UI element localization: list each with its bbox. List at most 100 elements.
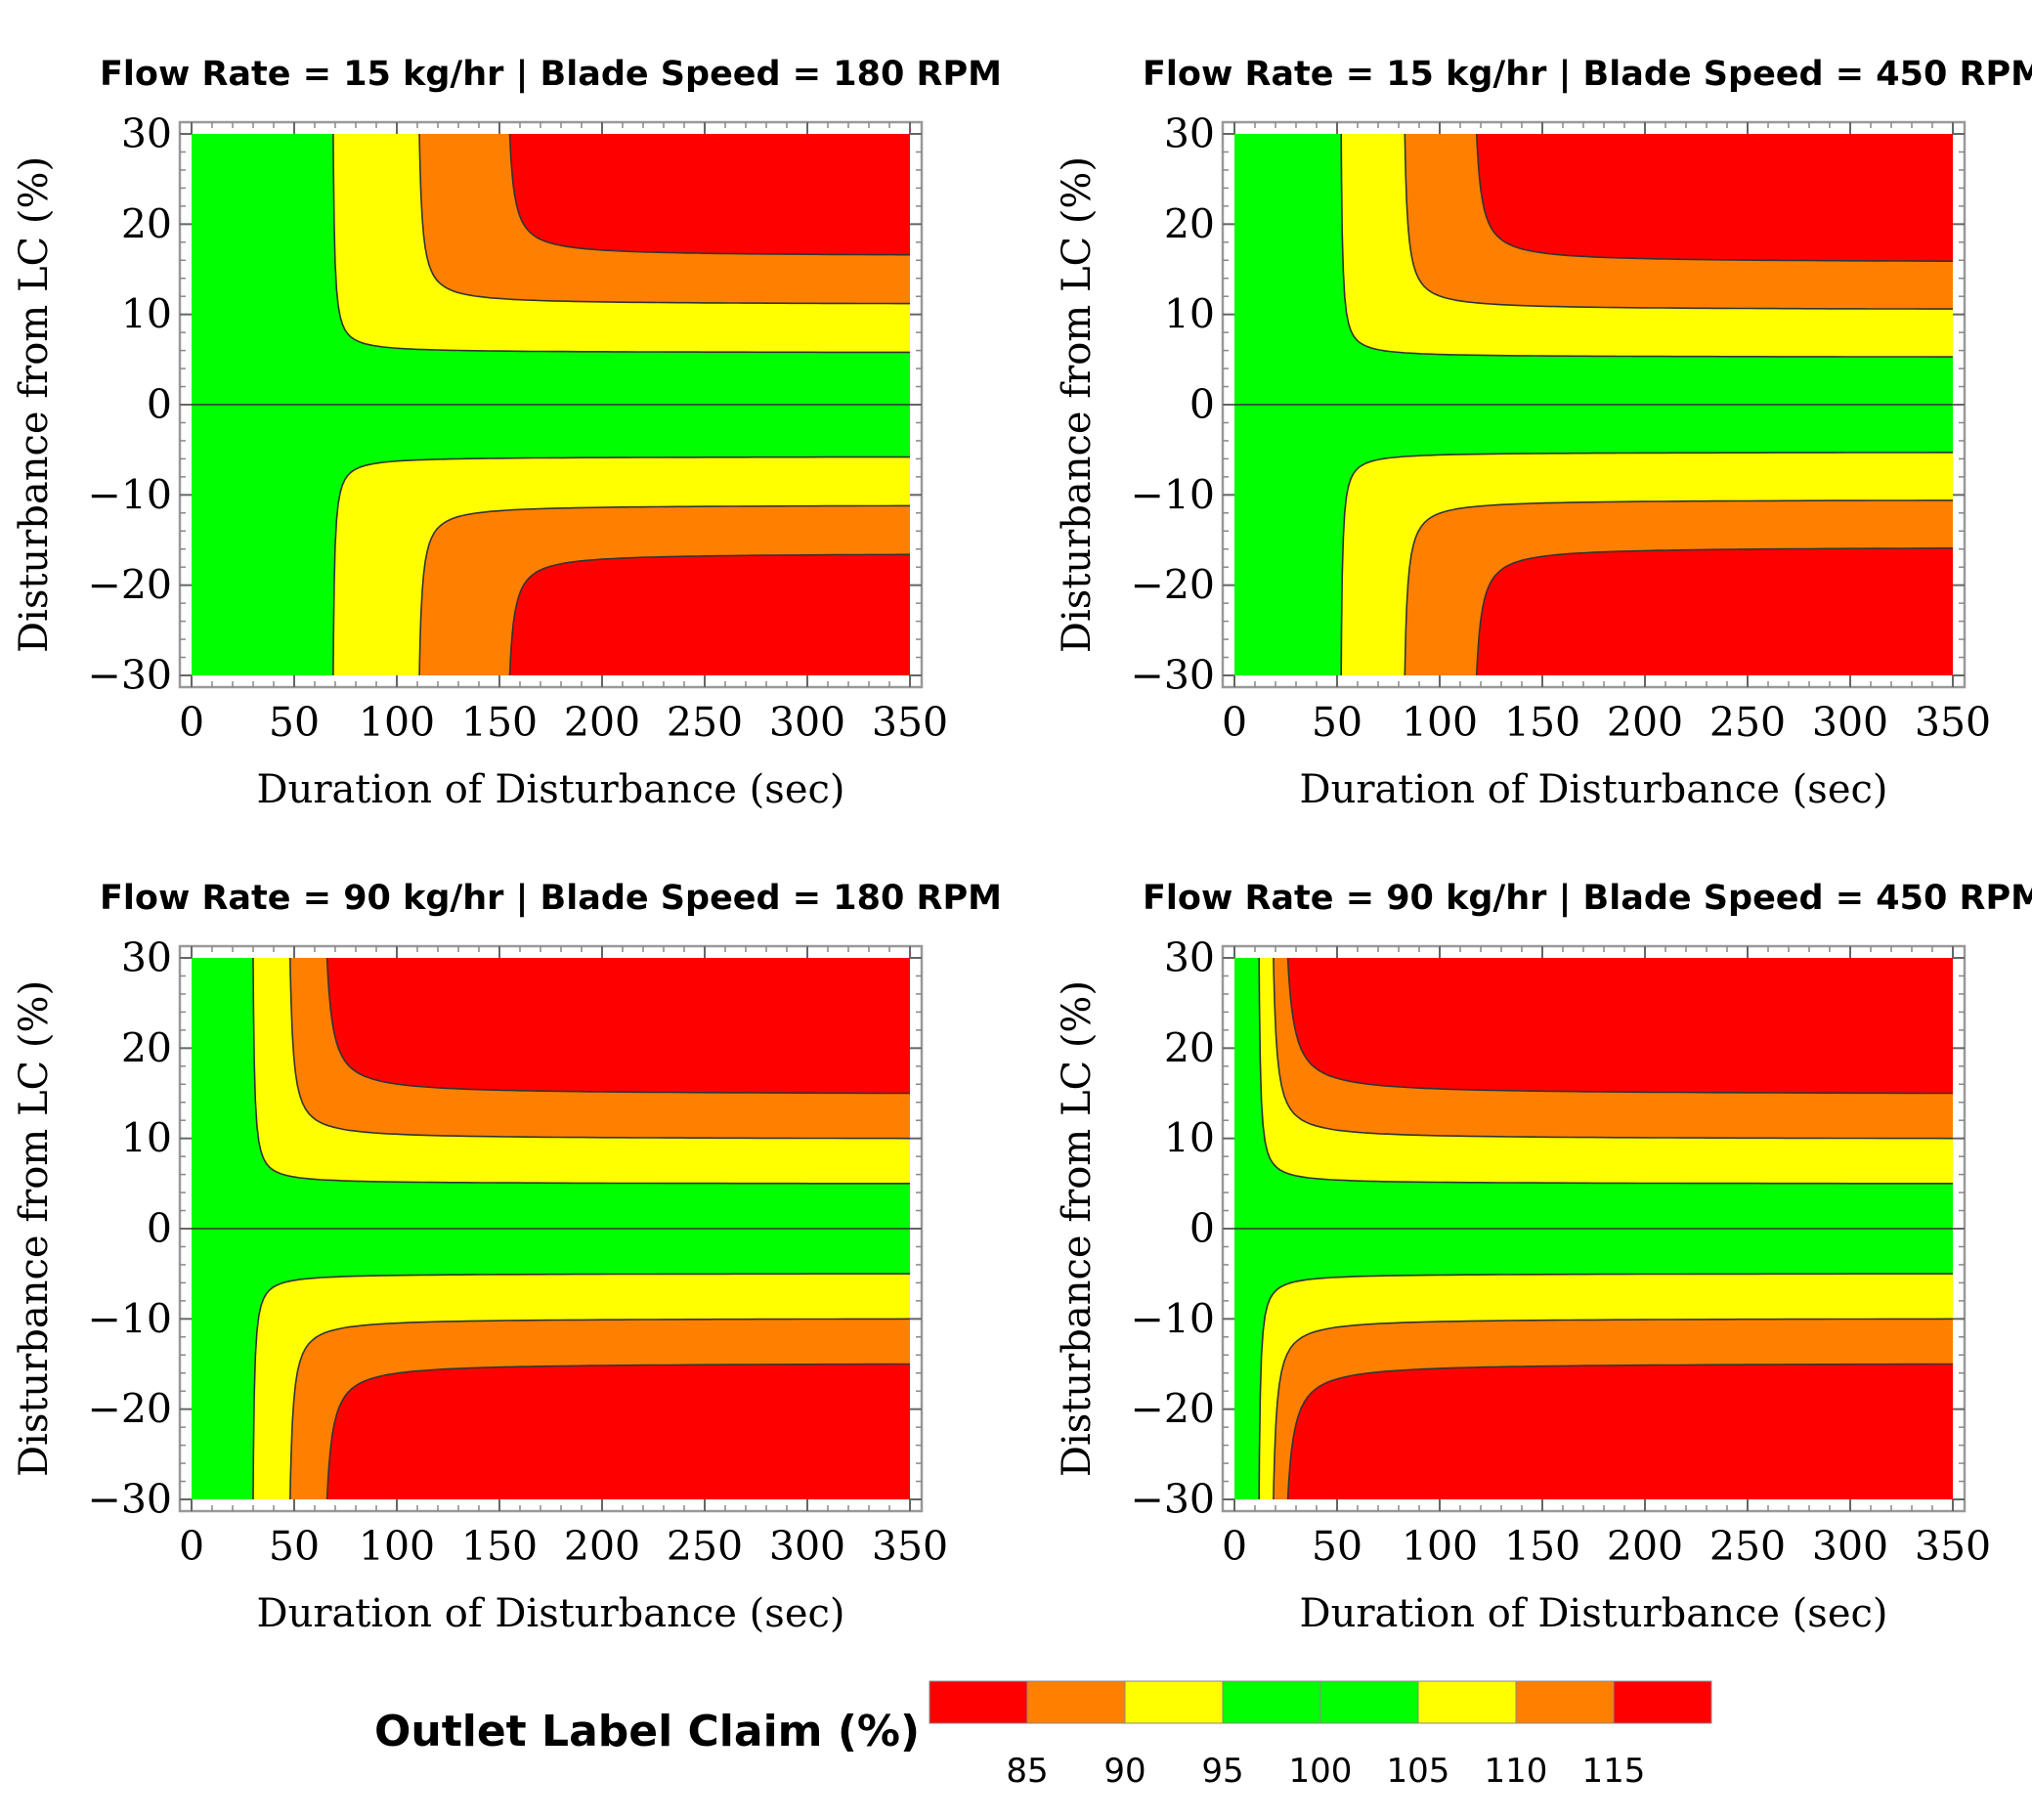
contour-line-bottom (289, 1318, 911, 1500)
x-tick-label: 100 (359, 1523, 435, 1570)
x-tick-label: 200 (564, 699, 640, 746)
x-tick-label: 0 (1222, 1523, 1247, 1570)
y-tick-label: 20 (1164, 200, 1215, 247)
contour-line-top (332, 133, 910, 354)
contour-panel: 0 50 100 150 200 250 300 350 −30 −20 −10 0 10 20 30 Flo… (1055, 879, 2032, 1636)
contour-line-top (1340, 133, 1953, 358)
band-red-top (509, 134, 910, 255)
y-tick-label: 30 (1164, 934, 1215, 981)
x-tick-label: 100 (1402, 699, 1478, 746)
legend-tick-label: 105 (1387, 1752, 1450, 1791)
x-tick-label: 200 (1607, 1523, 1683, 1570)
x-tick-label: 350 (1915, 1523, 1991, 1570)
x-axis-label: Duration of Disturbance (sec) (257, 767, 845, 812)
y-tick-label: −10 (1130, 1295, 1215, 1342)
contour-line-top (1258, 957, 1953, 1185)
legend-tick-label: 110 (1485, 1752, 1548, 1791)
y-tick-label: 30 (1164, 110, 1215, 157)
contour-line-bottom (325, 1363, 910, 1500)
x-tick-label: 50 (1312, 1523, 1362, 1570)
legend-band (1613, 1680, 1712, 1724)
y-tick-label: −30 (1130, 1476, 1215, 1523)
contour-line-top (1273, 957, 1954, 1140)
band-red-top (1287, 958, 1953, 1094)
contour-line-bottom (332, 455, 910, 676)
contour-line-top (1476, 133, 1953, 262)
x-tick-label: 0 (179, 1523, 204, 1570)
contour-panels: 0 50 100 150 200 250 300 350−30−20−100102030Flo… (12, 55, 2032, 1636)
color-legend: Outlet Label Claim (%) 85 90 95 100 105 110 11… (374, 1680, 1712, 1791)
x-tick-label: 100 (359, 699, 435, 746)
y-tick-label: −10 (1130, 471, 1215, 518)
legend-tick-label: 115 (1582, 1752, 1646, 1791)
y-axis-label: Disturbance from LC (%) (12, 980, 57, 1477)
contour-line-bottom (1404, 499, 1953, 676)
x-axis-label: Duration of Disturbance (sec) (1300, 1591, 1888, 1636)
x-tick-label: 200 (1607, 699, 1683, 746)
legend-band (1222, 1680, 1321, 1724)
contour-line-bottom (418, 504, 910, 676)
legend-tick-label: 95 (1201, 1752, 1243, 1791)
x-tick-label: 250 (667, 699, 743, 746)
x-axis-label: Duration of Disturbance (sec) (257, 1591, 845, 1636)
x-tick-label: 300 (769, 699, 845, 746)
band-red-bottom (326, 1364, 911, 1499)
legend-band (1026, 1680, 1126, 1724)
y-tick-label: 20 (121, 1024, 172, 1071)
contour-line-bottom (252, 1273, 910, 1500)
band-red-top (326, 958, 911, 1094)
x-tick-label: 300 (1812, 699, 1888, 746)
contour-line-top (325, 957, 910, 1095)
x-tick-label: 250 (1709, 1523, 1786, 1570)
contour-line-top (289, 957, 911, 1140)
x-tick-label: 350 (872, 1523, 948, 1570)
legend-tick-label: 90 (1103, 1752, 1146, 1791)
y-tick-label: −30 (87, 1476, 172, 1523)
x-tick-label: 50 (269, 699, 320, 746)
contour-panel: 0 50 100 150 200 250 300 350 −30 −20 −10 0 10 20 30 Flo… (12, 55, 1002, 812)
x-tick-label: 0 (1222, 699, 1247, 746)
x-tick-label: 350 (1915, 699, 1991, 746)
y-tick-label: −30 (1130, 652, 1215, 699)
y-tick-label: −20 (1130, 562, 1215, 609)
contour-line-bottom (1273, 1318, 1954, 1500)
x-tick-label: 350 (872, 699, 948, 746)
legend-band (1417, 1680, 1517, 1724)
contour-line-top (1404, 133, 1953, 310)
y-tick-label: 20 (121, 200, 172, 247)
y-tick-label: −30 (87, 652, 172, 699)
x-tick-label: 200 (564, 1523, 640, 1570)
band-red-bottom (1287, 1364, 1953, 1499)
y-tick-label: 10 (121, 291, 172, 338)
contour-line-bottom (1258, 1273, 1953, 1500)
panel-title: Flow Rate = 90 kg/hr | Blade Speed = 180… (100, 879, 1002, 918)
x-tick-label: 300 (1812, 1523, 1888, 1570)
band-red-top (1476, 134, 1953, 262)
x-tick-label: 50 (269, 1523, 320, 1570)
legend-title: Outlet Label Claim (%) (374, 1707, 920, 1756)
x-tick-label: 150 (1504, 1523, 1580, 1570)
x-tick-label: 300 (769, 1523, 845, 1570)
contour-line-top (418, 133, 910, 305)
contour-line-bottom (1476, 547, 1953, 676)
y-tick-label: 0 (147, 1205, 172, 1252)
y-axis-label: Disturbance from LC (%) (12, 156, 57, 653)
panel-title: Flow Rate = 90 kg/hr | Blade Speed = 450… (1143, 879, 2032, 918)
legend-color-bar (929, 1680, 1712, 1724)
y-tick-label: −20 (1130, 1386, 1215, 1433)
y-tick-label: 10 (121, 1115, 172, 1162)
contour-line-top (252, 957, 910, 1185)
x-tick-label: 0 (179, 699, 204, 746)
x-tick-label: 150 (1504, 699, 1580, 746)
y-tick-label: 0 (1189, 381, 1215, 428)
y-tick-label: 30 (121, 934, 172, 981)
legend-tick-labels: 85 90 95 100 105 110 115 (1006, 1752, 1645, 1791)
legend-tick-label: 85 (1006, 1752, 1048, 1791)
panel-title: Flow Rate = 15 kg/hr | Blade Speed = 450… (1143, 55, 2032, 94)
x-tick-label: 250 (1709, 699, 1786, 746)
legend-tick-label: 100 (1289, 1752, 1353, 1791)
y-axis-label: Disturbance from LC (%) (1055, 980, 1100, 1477)
y-tick-label: 0 (147, 381, 172, 428)
